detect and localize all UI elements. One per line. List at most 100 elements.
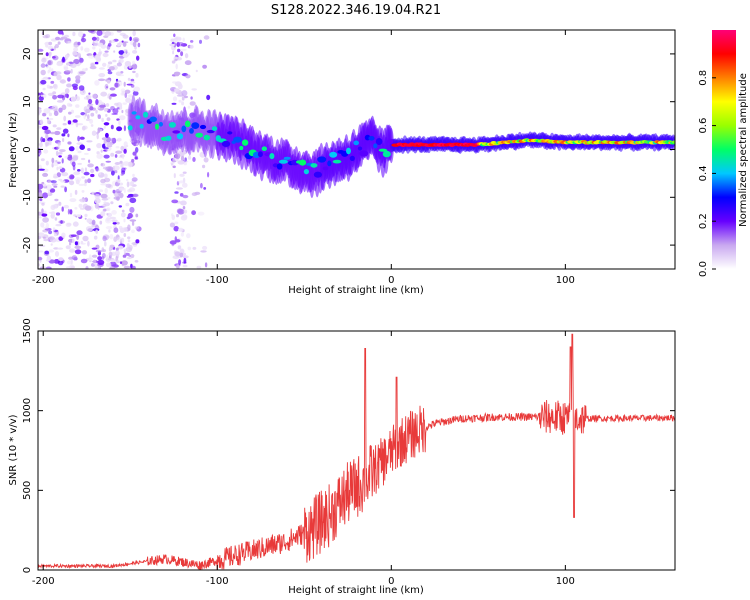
spectrogram-ridge-blob bbox=[303, 169, 309, 175]
spectrogram-noise-blob bbox=[47, 118, 50, 124]
spectrogram-noise-blob bbox=[50, 80, 55, 84]
snr-x-axis-label: Height of straight line (km) bbox=[288, 585, 424, 596]
spectrogram-noise-blob bbox=[53, 72, 58, 77]
spectrogram-noise-blob bbox=[123, 148, 127, 154]
spectrogram-noise-blob bbox=[192, 246, 197, 250]
spectrogram-noise-blob bbox=[42, 76, 49, 80]
spectrogram-noise-blob bbox=[84, 179, 88, 184]
spectrogram-noise-blob bbox=[202, 64, 208, 69]
spectrogram-noise-blob bbox=[115, 247, 119, 251]
spectrogram-noise-blob bbox=[80, 37, 87, 43]
spectrogram-noise-blob bbox=[176, 213, 179, 218]
spectrogram-noise-blob bbox=[122, 227, 128, 233]
spectrogram-noise-blob bbox=[88, 254, 92, 259]
spectrogram-noise-blob bbox=[182, 255, 189, 259]
spectrogram-noise-blob bbox=[134, 38, 139, 43]
spectrogram-x-tick-label: 0 bbox=[388, 275, 394, 286]
spectrogram-noise-blob bbox=[68, 111, 72, 115]
spectrogram-noise-blob bbox=[132, 151, 137, 156]
spectrogram-noise-blob bbox=[40, 158, 45, 162]
spectrogram-noise-blob bbox=[91, 191, 94, 195]
spectrogram-noise-blob bbox=[53, 259, 60, 264]
spectrogram-noise-blob bbox=[187, 105, 191, 109]
spectrogram-noise-blob bbox=[48, 249, 55, 253]
spectrogram-noise-blob bbox=[123, 125, 126, 132]
spectrogram-noise-blob bbox=[77, 169, 81, 172]
spectrogram-noise-blob bbox=[105, 183, 112, 188]
spectrogram-noise-blob bbox=[42, 236, 46, 239]
spectrogram-noise-blob bbox=[119, 192, 124, 199]
spectrogram-noise-blob bbox=[49, 131, 56, 135]
spectrogram-noise-blob bbox=[51, 157, 55, 164]
spectrogram-ridge-blob bbox=[313, 171, 322, 178]
spectrogram-noise-blob bbox=[171, 102, 177, 105]
spectrogram-noise-blob bbox=[191, 192, 198, 197]
spectrogram-noise-blob bbox=[48, 236, 55, 241]
spectrogram-noise-blob bbox=[67, 208, 70, 215]
spectrogram-noise-blob bbox=[67, 120, 72, 125]
spectrogram-noise-blob bbox=[90, 112, 95, 117]
spectrogram-noise-blob bbox=[50, 204, 56, 211]
spectrogram-noise-blob bbox=[106, 142, 111, 147]
spectrogram-noise-blob bbox=[112, 165, 116, 172]
spectrogram-noise-blob bbox=[180, 232, 184, 237]
spectrogram-noise-blob bbox=[122, 102, 127, 105]
spectrogram-noise-blob bbox=[179, 151, 185, 157]
spectrogram-noise-blob bbox=[120, 88, 126, 93]
spectrogram-noise-blob bbox=[123, 248, 127, 252]
spectrogram-noise-blob bbox=[99, 128, 103, 132]
snr-y-tick-label: 500 bbox=[22, 481, 33, 500]
spectrogram-noise-blob bbox=[135, 213, 139, 218]
spectrogram-noise-blob bbox=[121, 209, 125, 213]
spectrogram-noise-blob bbox=[47, 92, 55, 96]
spectrogram-noise-blob bbox=[111, 219, 118, 223]
spectrogram-noise-blob bbox=[63, 115, 67, 122]
spectrogram-noise-blob bbox=[128, 65, 132, 69]
spectrogram-noise-blob bbox=[174, 251, 181, 257]
spectrogram-noise-blob bbox=[81, 250, 88, 255]
spectrogram-noise-blob bbox=[73, 171, 80, 176]
spectrogram-noise-blob bbox=[87, 30, 95, 33]
spectrogram-ridge-blob bbox=[257, 151, 263, 158]
spectrogram-noise-blob bbox=[87, 178, 92, 183]
spectrogram-noise-blob bbox=[132, 60, 136, 65]
spectrogram-noise-blob bbox=[171, 60, 176, 64]
snr-y-tick-label: 1500 bbox=[22, 318, 33, 343]
spectrogram-noise-blob bbox=[63, 204, 69, 209]
spectrogram-ridge-blob bbox=[378, 148, 388, 152]
spectrogram-noise-blob bbox=[93, 235, 98, 240]
spectrogram-noise-blob bbox=[38, 48, 44, 52]
spectrogram-noise-blob bbox=[62, 128, 69, 134]
spectrogram-ridge-blob bbox=[127, 125, 133, 131]
spectrogram-noise-blob bbox=[135, 147, 139, 153]
spectrogram-noise-blob bbox=[94, 197, 101, 204]
spectrogram-noise-blob bbox=[78, 85, 85, 91]
spectrogram-noise-blob bbox=[94, 61, 99, 65]
spectrogram-noise-blob bbox=[85, 105, 90, 110]
spectrogram-noise-blob bbox=[42, 112, 47, 117]
spectrogram-noise-blob bbox=[92, 259, 97, 265]
spectrogram-noise-blob bbox=[174, 81, 182, 87]
colorbar-tick-label: 0.2 bbox=[698, 213, 709, 229]
spectrogram-y-tick-label: 0 bbox=[22, 146, 33, 152]
spectrogram-noise-blob bbox=[62, 138, 65, 142]
spectrogram-noise-blob bbox=[77, 162, 82, 165]
spectrogram-noise-blob bbox=[42, 217, 49, 223]
spectrogram-noise-blob bbox=[108, 251, 113, 257]
spectrogram-noise-blob bbox=[98, 73, 106, 78]
spectrogram-noise-blob bbox=[72, 155, 79, 161]
spectrogram-noise-blob bbox=[51, 183, 58, 187]
spectrogram-noise-blob bbox=[64, 93, 70, 98]
spectrogram-noise-blob bbox=[177, 42, 185, 47]
spectrogram-noise-blob bbox=[131, 158, 135, 163]
spectrogram-noise-blob bbox=[104, 50, 109, 53]
spectrogram-noise-blob bbox=[87, 163, 94, 168]
spectrogram-noise-blob bbox=[41, 208, 44, 214]
spectrogram-noise-blob bbox=[91, 247, 98, 250]
spectrogram-noise-blob bbox=[172, 50, 175, 55]
spectrogram-noise-blob bbox=[78, 203, 83, 208]
spectrogram-noise-blob bbox=[97, 114, 102, 119]
spectrogram-noise-blob bbox=[127, 236, 131, 240]
spectrogram-noise-blob bbox=[169, 222, 175, 228]
spectrogram-noise-blob bbox=[58, 155, 62, 158]
